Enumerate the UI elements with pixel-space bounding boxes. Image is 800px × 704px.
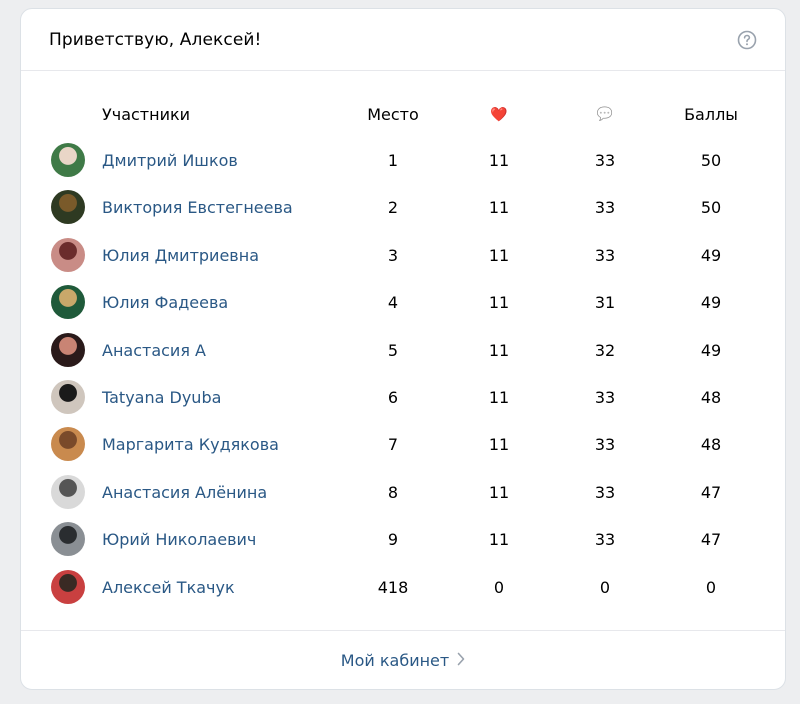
place-value: 6	[387, 388, 399, 407]
heart-icon: ❤️	[490, 106, 508, 123]
table-row: Виктория Евстегнеева 2 11 33 50	[21, 184, 785, 231]
participant-name-link[interactable]: Виктория Евстегнеева	[102, 198, 293, 218]
participant-name-cell: Юлия Дмитриевна	[102, 232, 352, 279]
place-value: 7	[387, 435, 399, 455]
participant-name-link[interactable]: Анастасия А	[102, 340, 206, 360]
avatar[interactable]	[51, 332, 85, 367]
card-header: Приветствую, Алексей!	[21, 9, 785, 71]
question-circle-icon[interactable]	[737, 30, 757, 50]
place-value: 8	[387, 482, 399, 502]
participant-name-cell: Юлия Фадеева	[102, 279, 352, 326]
likes-value: 11	[488, 245, 510, 265]
participant-name-link[interactable]: Анастасия Алёнина	[102, 482, 268, 502]
points-value: 48	[700, 388, 722, 407]
column-place: Место	[367, 105, 419, 124]
likes-value: 11	[488, 151, 510, 170]
table-row: Алексей Ткачук 418 0 0 0	[21, 564, 785, 611]
comments-value: 33	[594, 151, 616, 170]
participant-name-link[interactable]: Tatyana Dyuba	[102, 388, 222, 407]
participant-name-link[interactable]: Юлия Фадеева	[102, 293, 229, 313]
participant-name-link[interactable]: Алексей Ткачук	[102, 577, 235, 597]
points-value: 47	[700, 482, 722, 502]
comments-value: 33	[594, 245, 616, 265]
table-header: Участники Место ❤️ 💬 Баллы	[21, 91, 785, 138]
likes-value: 11	[488, 530, 510, 550]
greeting-title: Приветствую, Алексей!	[49, 29, 262, 50]
participant-name-cell: Tatyana Dyuba	[102, 374, 352, 421]
place-value: 418	[377, 577, 409, 597]
table-row: Дмитрий Ишков 1 11 33 50	[21, 137, 785, 184]
participant-name-cell: Алексей Ткачук	[102, 564, 352, 611]
place-value: 5	[387, 340, 399, 360]
comments-value: 33	[594, 388, 616, 407]
chevron-right-icon	[457, 651, 465, 670]
comments-value: 33	[594, 482, 616, 502]
comments-value: 33	[594, 530, 616, 550]
table-row: Юлия Фадеева 4 11 31 49	[21, 279, 785, 326]
points-value: 50	[700, 151, 722, 170]
points-value: 48	[700, 435, 722, 455]
avatar[interactable]	[51, 237, 85, 272]
table-row: Tatyana Dyuba 6 11 33 48	[21, 374, 785, 421]
table-row: Юрий Николаевич 9 11 33 47	[21, 516, 785, 563]
participant-name-cell: Дмитрий Ишков	[102, 137, 352, 184]
points-value: 49	[700, 293, 722, 313]
avatar[interactable]	[51, 190, 85, 225]
points-value: 50	[700, 198, 722, 218]
likes-value: 11	[488, 482, 510, 502]
table-row: Анастасия А 5 11 32 49	[21, 327, 785, 374]
place-value: 1	[387, 151, 399, 170]
likes-value: 11	[488, 293, 510, 313]
participant-name-cell: Анастасия Алёнина	[102, 469, 352, 516]
speech-bubble-icon: 💬	[596, 107, 614, 122]
participant-name-link[interactable]: Юрий Николаевич	[102, 530, 257, 550]
table-row: Анастасия Алёнина 8 11 33 47	[21, 469, 785, 516]
points-value: 0	[705, 577, 717, 597]
comments-value: 33	[594, 198, 616, 218]
avatar[interactable]	[51, 474, 85, 509]
points-value: 47	[700, 530, 722, 550]
place-value: 3	[387, 245, 399, 265]
table-row: Юлия Дмитриевна 3 11 33 49	[21, 232, 785, 279]
avatar[interactable]	[51, 143, 85, 177]
avatar[interactable]	[51, 427, 85, 462]
comments-value: 0	[599, 577, 611, 597]
comments-value: 33	[594, 435, 616, 455]
column-participants: Участники	[102, 105, 191, 124]
my-cabinet-link[interactable]: Мой кабинет	[341, 651, 465, 670]
comments-value: 31	[594, 293, 616, 313]
likes-value: 11	[488, 198, 510, 218]
likes-value: 11	[488, 340, 510, 360]
avatar[interactable]	[51, 285, 85, 320]
participant-name-cell: Маргарита Кудякова	[102, 421, 352, 468]
participant-name-link[interactable]: Юлия Дмитриевна	[102, 245, 259, 265]
leaderboard-table: Участники Место ❤️ 💬 Баллы Дмитрий Ишков 1 11 33…	[21, 71, 785, 631]
leaderboard-card: Приветствую, Алексей! Участники Место ❤️ 💬 Б…	[20, 8, 786, 690]
place-value: 9	[387, 530, 399, 550]
avatar[interactable]	[51, 522, 85, 557]
participant-name-cell: Анастасия А	[102, 327, 352, 374]
likes-value: 11	[488, 388, 510, 407]
card-footer: Мой кабинет	[21, 631, 785, 689]
participant-name-cell: Виктория Евстегнеева	[102, 184, 352, 231]
column-points: Баллы	[684, 105, 738, 124]
place-value: 4	[387, 293, 399, 313]
participant-name-cell: Юрий Николаевич	[102, 516, 352, 563]
participant-name-link[interactable]: Маргарита Кудякова	[102, 435, 279, 455]
table-row: Маргарита Кудякова 7 11 33 48	[21, 421, 785, 468]
comments-value: 32	[594, 340, 616, 360]
participant-name-link[interactable]: Дмитрий Ишков	[102, 151, 238, 170]
points-value: 49	[700, 245, 722, 265]
place-value: 2	[387, 198, 399, 218]
likes-value: 0	[493, 577, 505, 597]
my-cabinet-label: Мой кабинет	[340, 650, 450, 670]
points-value: 49	[700, 340, 722, 360]
likes-value: 11	[488, 435, 510, 455]
avatar[interactable]	[51, 380, 85, 414]
avatar[interactable]	[51, 569, 85, 604]
